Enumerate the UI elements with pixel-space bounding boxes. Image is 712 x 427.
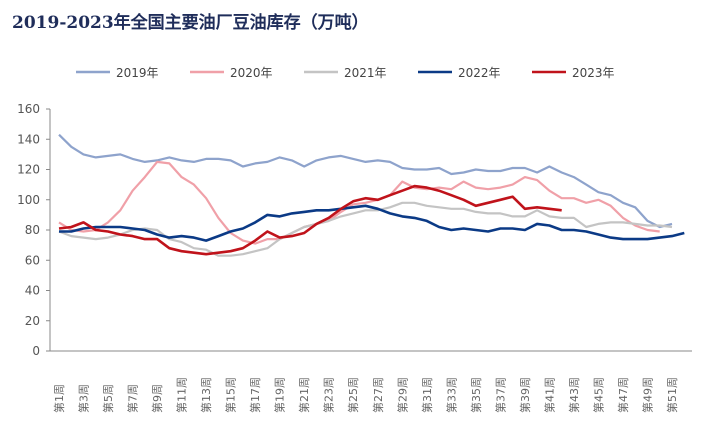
x-tick-label: 第47周	[616, 377, 630, 413]
x-tick-label: 第21周	[297, 377, 311, 413]
legend-label: 2023年	[572, 66, 615, 80]
legend-label: 2020年	[230, 66, 273, 80]
x-tick-label: 第35周	[469, 377, 483, 413]
x-tick-label: 第27周	[371, 377, 385, 413]
y-tick-label: 0	[32, 344, 40, 358]
y-tick-label: 20	[25, 314, 40, 328]
y-tick-label: 80	[25, 223, 40, 237]
x-tick-label: 第43周	[567, 377, 581, 413]
chart-title: 2019-2023年全国主要油厂豆油库存（万吨）	[12, 13, 369, 33]
series-line-2019年	[58, 133, 673, 229]
x-tick-label: 第25周	[346, 377, 360, 413]
series-line-2023年	[58, 184, 562, 256]
x-tick-label: 第37周	[493, 377, 507, 413]
x-tick-label: 第51周	[665, 377, 679, 413]
x-tick-label: 第45周	[591, 377, 605, 413]
x-tick-label: 第49周	[640, 377, 654, 413]
y-tick-label: 160	[17, 102, 40, 116]
x-tick-label: 第7周	[126, 384, 140, 413]
x-tick-label: 第31周	[420, 377, 434, 413]
x-tick-label: 第19周	[273, 377, 287, 413]
x-tick-label: 第5周	[101, 384, 115, 413]
y-tick-label: 100	[17, 193, 40, 207]
x-tick-label: 第39周	[518, 377, 532, 413]
x-tick-label: 第33周	[444, 377, 458, 413]
x-tick-label: 第29周	[395, 377, 409, 413]
y-tick-label: 40	[25, 284, 40, 298]
x-tick-label: 第11周	[175, 377, 189, 413]
series-line-2020年	[58, 160, 660, 245]
x-tick-label: 第1周	[52, 384, 66, 413]
y-tick-label: 140	[17, 132, 40, 146]
x-tick-label: 第23周	[322, 377, 336, 413]
series-line-2022年	[59, 204, 685, 242]
x-tick-label: 第3周	[77, 384, 91, 413]
y-tick-label: 120	[17, 163, 40, 177]
x-tick-label: 第15周	[224, 377, 238, 413]
legend-label: 2022年	[458, 66, 501, 80]
series-line-2021年	[58, 201, 673, 257]
legend-label: 2019年	[116, 66, 159, 80]
y-tick-label: 60	[25, 253, 40, 267]
x-tick-label: 第9周	[150, 384, 164, 413]
legend-label: 2021年	[344, 66, 387, 80]
x-tick-label: 第41周	[542, 377, 556, 413]
x-tick-label: 第13周	[199, 377, 213, 413]
x-tick-label: 第17周	[248, 377, 262, 413]
